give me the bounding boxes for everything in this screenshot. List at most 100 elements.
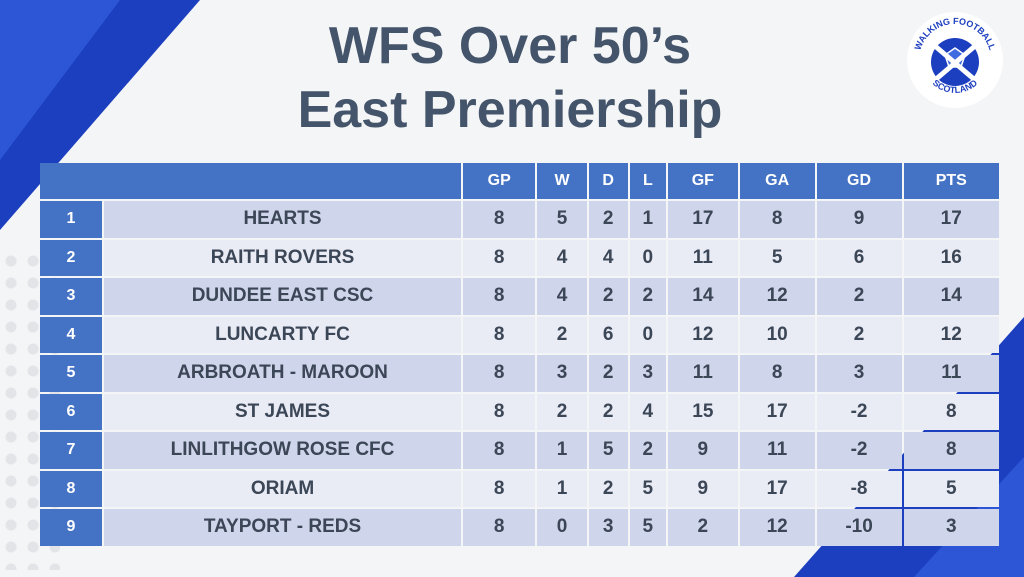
cell-team: LUNCARTY FC	[104, 316, 461, 353]
cell-team: ST JAMES	[104, 393, 461, 430]
table-row: 8 ORIAM 8 1 2 5 9 17 -8 5	[40, 470, 999, 507]
cell-gp: 8	[463, 201, 536, 238]
cell-gp: 8	[463, 509, 536, 546]
header-w: W	[537, 163, 587, 199]
cell-l: 5	[629, 470, 666, 507]
header-gp: GP	[463, 163, 536, 199]
cell-w: 0	[537, 509, 587, 546]
cell-ga: 12	[739, 509, 815, 546]
cell-gp: 8	[463, 432, 536, 469]
cell-pts: 5	[903, 470, 999, 507]
cell-pts: 8	[903, 432, 999, 469]
cell-gf: 12	[667, 316, 738, 353]
cell-pts: 12	[903, 316, 999, 353]
table-header-row: GP W D L GF GA GD PTS	[40, 163, 999, 199]
cell-ga: 5	[739, 239, 815, 276]
cell-gd: 3	[816, 355, 902, 392]
table-row: 7 LINLITHGOW ROSE CFC 8 1 5 2 9 11 -2 8	[40, 432, 999, 469]
cell-position: 2	[40, 239, 102, 276]
table-row: 3 DUNDEE EAST CSC 8 4 2 2 14 12 2 14	[40, 278, 999, 315]
cell-pts: 17	[903, 201, 999, 238]
cell-pts: 14	[903, 278, 999, 315]
cell-team: ARBROATH - MAROON	[104, 355, 461, 392]
cell-w: 2	[537, 393, 587, 430]
cell-pts: 16	[903, 239, 999, 276]
cell-gf: 9	[667, 470, 738, 507]
header-gf: GF	[667, 163, 738, 199]
cell-gp: 8	[463, 316, 536, 353]
cell-team: RAITH ROVERS	[104, 239, 461, 276]
table-row: 1 HEARTS 8 5 2 1 17 8 9 17	[40, 201, 999, 238]
cell-pts: 3	[903, 509, 999, 546]
cell-w: 1	[537, 470, 587, 507]
cell-ga: 12	[739, 278, 815, 315]
table-row: 5 ARBROATH - MAROON 8 3 2 3 11 8 3 11	[40, 355, 999, 392]
cell-ga: 8	[739, 201, 815, 238]
cell-l: 2	[629, 432, 666, 469]
cell-gd: -8	[816, 470, 902, 507]
cell-gf: 15	[667, 393, 738, 430]
cell-l: 0	[629, 316, 666, 353]
cell-gd: -2	[816, 393, 902, 430]
cell-l: 0	[629, 239, 666, 276]
cell-team: DUNDEE EAST CSC	[104, 278, 461, 315]
cell-gd: 6	[816, 239, 902, 276]
cell-ga: 17	[739, 393, 815, 430]
cell-gf: 9	[667, 432, 738, 469]
cell-l: 3	[629, 355, 666, 392]
cell-gp: 8	[463, 355, 536, 392]
table-row: 4 LUNCARTY FC 8 2 6 0 12 10 2 12	[40, 316, 999, 353]
cell-gp: 8	[463, 278, 536, 315]
cell-w: 4	[537, 278, 587, 315]
header-d: D	[588, 163, 628, 199]
cell-d: 3	[588, 509, 628, 546]
cell-l: 4	[629, 393, 666, 430]
cell-w: 4	[537, 239, 587, 276]
cell-ga: 17	[739, 470, 815, 507]
cell-gd: 9	[816, 201, 902, 238]
cell-gd: 2	[816, 278, 902, 315]
cell-d: 2	[588, 393, 628, 430]
cell-gf: 14	[667, 278, 738, 315]
cell-gf: 11	[667, 355, 738, 392]
table-row: 2 RAITH ROVERS 8 4 4 0 11 5 6 16	[40, 239, 999, 276]
cell-team: LINLITHGOW ROSE CFC	[104, 432, 461, 469]
cell-d: 2	[588, 201, 628, 238]
cell-gd: -10	[816, 509, 902, 546]
cell-gp: 8	[463, 393, 536, 430]
title-line-2: East Premiership	[297, 81, 723, 139]
header-ga: GA	[739, 163, 815, 199]
cell-d: 6	[588, 316, 628, 353]
cell-w: 1	[537, 432, 587, 469]
cell-l: 5	[629, 509, 666, 546]
cell-team: ORIAM	[104, 470, 461, 507]
cell-l: 1	[629, 201, 666, 238]
cell-team: HEARTS	[104, 201, 461, 238]
header-l: L	[629, 163, 666, 199]
background-corner-top-left-inner	[0, 0, 120, 160]
cell-ga: 10	[739, 316, 815, 353]
header-team	[40, 163, 461, 199]
page-title: WFS Over 50’s East Premiership	[250, 14, 770, 142]
cell-d: 2	[588, 355, 628, 392]
cell-position: 8	[40, 470, 102, 507]
cell-pts: 11	[903, 355, 999, 392]
cell-d: 2	[588, 278, 628, 315]
cell-gf: 2	[667, 509, 738, 546]
cell-ga: 11	[739, 432, 815, 469]
cell-d: 4	[588, 239, 628, 276]
cell-w: 3	[537, 355, 587, 392]
cell-position: 4	[40, 316, 102, 353]
cell-position: 3	[40, 278, 102, 315]
cell-d: 5	[588, 432, 628, 469]
cell-position: 5	[40, 355, 102, 392]
cell-ga: 8	[739, 355, 815, 392]
cell-position: 6	[40, 393, 102, 430]
cell-gd: 2	[816, 316, 902, 353]
cell-pts: 8	[903, 393, 999, 430]
header-gd: GD	[816, 163, 902, 199]
header-pts: PTS	[903, 163, 999, 199]
cell-gd: -2	[816, 432, 902, 469]
cell-gp: 8	[463, 470, 536, 507]
cell-l: 2	[629, 278, 666, 315]
